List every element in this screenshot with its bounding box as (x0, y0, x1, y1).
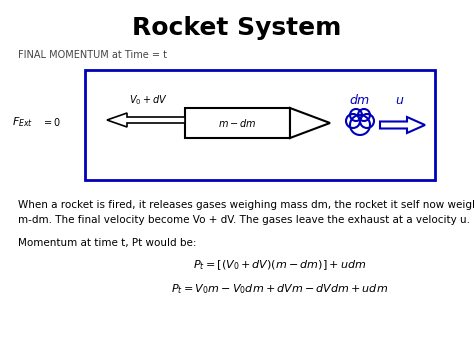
Text: $dm$: $dm$ (349, 93, 371, 107)
Text: $m - dm$: $m - dm$ (218, 117, 257, 129)
Text: $u$: $u$ (395, 93, 405, 106)
Text: FINAL MOMENTUM at Time = t: FINAL MOMENTUM at Time = t (18, 50, 167, 60)
Bar (85, 70, 435, 180)
Text: $F_{Ext}$: $F_{Ext}$ (12, 115, 33, 129)
Polygon shape (290, 108, 330, 138)
Text: $V_0 + dV$: $V_0 + dV$ (128, 93, 167, 107)
Text: When a rocket is fired, it releases gases weighing mass dm, the rocket it self n: When a rocket is fired, it releases gase… (18, 200, 474, 210)
Text: m-dm. The final velocity become Vo + dV. The gases leave the exhaust at a veloci: m-dm. The final velocity become Vo + dV.… (18, 215, 470, 225)
Text: Rocket System: Rocket System (132, 16, 342, 40)
Polygon shape (380, 117, 425, 133)
Text: $P_t = V_0m - V_0dm + dVm - dVdm + udm$: $P_t = V_0m - V_0dm + dVm - dVdm + udm$ (172, 282, 389, 296)
Text: $P_t = [(V_0 + dV)(m - dm)] + udm$: $P_t = [(V_0 + dV)(m - dm)] + udm$ (193, 258, 366, 272)
Text: $= 0$: $= 0$ (42, 116, 62, 128)
Text: Momentum at time t, Pt would be:: Momentum at time t, Pt would be: (18, 238, 197, 248)
Polygon shape (107, 113, 185, 127)
Bar (185, 108, 290, 138)
